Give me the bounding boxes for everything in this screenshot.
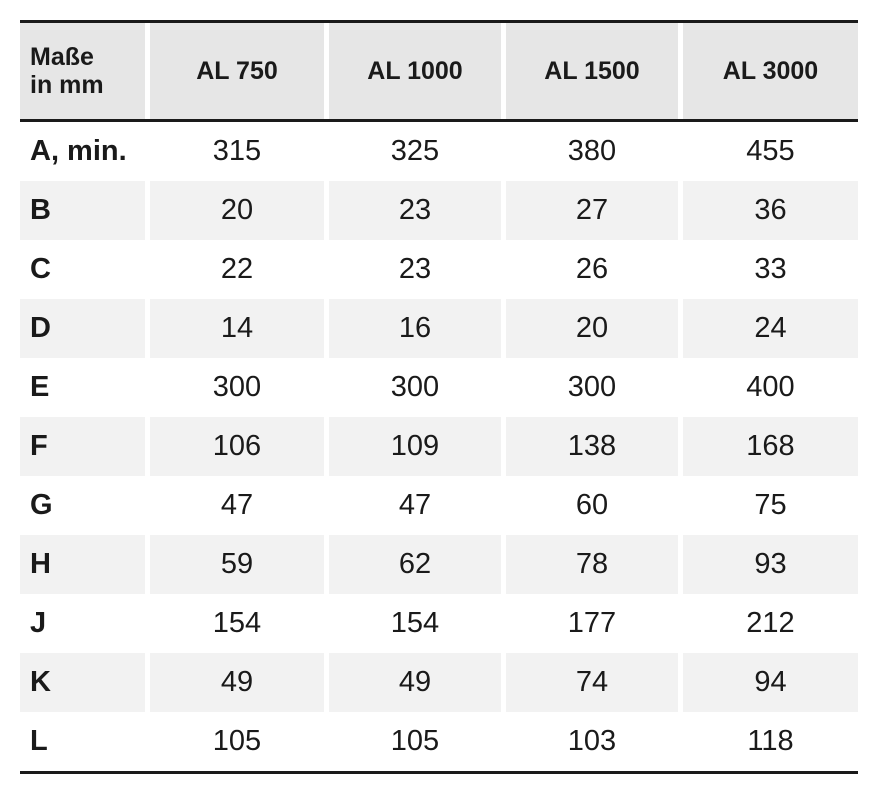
row-label: D bbox=[20, 299, 145, 358]
table-cell: 47 bbox=[398, 489, 432, 521]
table-cell: 36 bbox=[683, 181, 858, 240]
table-cell: 106 bbox=[150, 417, 324, 476]
column-header-al-3000: AL 3000 bbox=[683, 23, 858, 119]
table-cell: 118 bbox=[747, 725, 794, 757]
table-cell: 24 bbox=[683, 299, 858, 358]
table-cell: 20 bbox=[150, 181, 324, 240]
table-cell: 16 bbox=[329, 299, 501, 358]
table-cell: 27 bbox=[506, 181, 678, 240]
row-label: E bbox=[30, 371, 50, 403]
table-cell: 49 bbox=[150, 653, 324, 712]
table-cell: 26 bbox=[575, 253, 609, 285]
table-cell: 47 bbox=[220, 489, 254, 521]
table-row: G 47 47 60 75 bbox=[20, 476, 858, 535]
table-cell: 33 bbox=[754, 253, 787, 285]
table-cell: 138 bbox=[506, 417, 678, 476]
table-cell: 325 bbox=[390, 135, 440, 167]
column-header-al-750: AL 750 bbox=[150, 23, 324, 119]
table-cell: 23 bbox=[329, 181, 501, 240]
dimensions-table: Maße in mm AL 750 AL 1000 AL 1500 AL 300… bbox=[20, 20, 858, 774]
row-label: H bbox=[20, 535, 145, 594]
table-cell: 105 bbox=[390, 725, 440, 757]
row-label: L bbox=[30, 725, 48, 757]
table-top-rule bbox=[20, 20, 858, 23]
table-cell: 93 bbox=[683, 535, 858, 594]
table-cell: 59 bbox=[150, 535, 324, 594]
table-cell: 400 bbox=[746, 371, 795, 403]
table-cell: 78 bbox=[506, 535, 678, 594]
table-cell: 62 bbox=[329, 535, 501, 594]
table-cell: 103 bbox=[567, 725, 617, 757]
table-cell: 154 bbox=[212, 607, 262, 639]
table-row: J 154 154 177 212 bbox=[20, 594, 858, 653]
row-label: F bbox=[20, 417, 145, 476]
table-row: L 105 105 103 118 bbox=[20, 712, 858, 771]
column-header-dimensions: Maße in mm bbox=[20, 23, 145, 119]
table-row: B 20 23 27 36 bbox=[20, 181, 858, 240]
table-row: H 59 62 78 93 bbox=[20, 535, 858, 594]
table-bottom-rule bbox=[20, 771, 858, 774]
column-header-al-1000: AL 1000 bbox=[329, 23, 501, 119]
table-cell: 315 bbox=[212, 135, 262, 167]
row-label: G bbox=[30, 489, 53, 521]
table-cell: 212 bbox=[746, 607, 795, 639]
table-cell: 75 bbox=[754, 489, 787, 521]
row-label: B bbox=[20, 181, 145, 240]
row-label: C bbox=[30, 253, 51, 285]
table-cell: 300 bbox=[212, 371, 262, 403]
table-cell: 22 bbox=[220, 253, 254, 285]
table-cell: 49 bbox=[329, 653, 501, 712]
row-label: K bbox=[20, 653, 145, 712]
table-cell: 105 bbox=[212, 725, 262, 757]
table-row: E 300 300 300 400 bbox=[20, 358, 858, 417]
table-cell: 74 bbox=[506, 653, 678, 712]
table-row: D 14 16 20 24 bbox=[20, 299, 858, 358]
table-row: K 49 49 74 94 bbox=[20, 653, 858, 712]
table-cell: 14 bbox=[150, 299, 324, 358]
row-label: A, min. bbox=[30, 135, 127, 167]
table-cell: 154 bbox=[390, 607, 440, 639]
column-header-al-1500: AL 1500 bbox=[506, 23, 678, 119]
table-header-row: Maße in mm AL 750 AL 1000 AL 1500 AL 300… bbox=[20, 23, 858, 122]
table-cell: 300 bbox=[390, 371, 440, 403]
table-cell: 60 bbox=[575, 489, 609, 521]
table-cell: 168 bbox=[683, 417, 858, 476]
table-cell: 94 bbox=[683, 653, 858, 712]
table-cell: 20 bbox=[506, 299, 678, 358]
table-row: C 22 23 26 33 bbox=[20, 240, 858, 299]
table-cell: 109 bbox=[329, 417, 501, 476]
table-row: F 106 109 138 168 bbox=[20, 417, 858, 476]
table-cell: 455 bbox=[746, 135, 795, 167]
table-cell: 380 bbox=[567, 135, 617, 167]
table-row: A, min. 315 325 380 455 bbox=[20, 122, 858, 181]
row-label: J bbox=[30, 607, 47, 639]
table-cell: 177 bbox=[567, 607, 617, 639]
table-cell: 23 bbox=[398, 253, 432, 285]
table-cell: 300 bbox=[567, 371, 617, 403]
